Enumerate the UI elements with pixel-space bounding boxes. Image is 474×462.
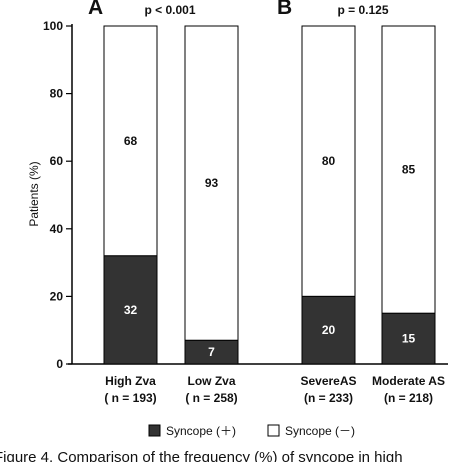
panel-letter-a: A: [88, 0, 103, 19]
data-label-syncope-pos: 15: [402, 332, 416, 346]
x-category-n: (n = 218): [384, 391, 433, 405]
bar-syncope-neg: [184, 25, 239, 341]
bar-syncope-pos: [381, 312, 436, 365]
y-tick-label: 80: [50, 87, 64, 101]
x-category-label: Moderate AS: [372, 374, 445, 388]
legend-label-syncope-neg: Syncope (－): [285, 424, 355, 438]
figure-caption: Figure 4. Comparison of the frequency (%…: [0, 449, 403, 462]
panel-pvalue-b: p = 0.125: [337, 3, 388, 17]
data-label-syncope-neg: 68: [124, 134, 138, 148]
x-category-label: Low Zva: [187, 374, 235, 388]
x-category-label: SevereAS: [300, 374, 356, 388]
y-tick-label: 40: [50, 222, 64, 236]
x-category-n: (n = 233): [304, 391, 353, 405]
legend-swatch-syncope-pos: [148, 424, 161, 437]
panel-letter-b: B: [277, 0, 292, 19]
legend-label-syncope-pos: Syncope (＋): [166, 424, 236, 438]
data-label-syncope-neg: 80: [322, 154, 336, 168]
bar-syncope-pos: [301, 295, 356, 365]
data-label-syncope-pos: 32: [124, 303, 138, 317]
x-category-n: ( n = 258): [185, 391, 237, 405]
legend-swatch-syncope-neg: [267, 424, 280, 437]
bar-syncope-neg: [103, 25, 158, 257]
data-label-syncope-neg: 93: [205, 176, 219, 190]
bars: 68 32 High Zva ( n = 193) 93 7 Low Zva ( n = 25…: [103, 25, 445, 405]
y-tick-label: 60: [50, 154, 64, 168]
bar-syncope-pos: [184, 339, 239, 365]
bar-syncope-neg: [301, 25, 356, 297]
bar-syncope-pos: [103, 255, 158, 365]
x-category-label: High Zva: [105, 374, 156, 388]
panel-pvalue-a: p < 0.001: [144, 3, 195, 17]
data-label-syncope-pos: 7: [208, 345, 215, 359]
y-tick-label: 20: [50, 289, 64, 303]
x-category-n: ( n = 193): [104, 391, 156, 405]
y-tick-label: 0: [56, 357, 63, 371]
data-label-syncope-pos: 20: [322, 323, 336, 337]
data-label-syncope-neg: 85: [402, 163, 416, 177]
y-ticks: 0 20 40 60 80 100: [43, 19, 72, 371]
bar-syncope-neg: [381, 25, 436, 314]
y-tick-label: 100: [43, 19, 63, 33]
y-axis-label: Patients (%): [27, 161, 41, 226]
